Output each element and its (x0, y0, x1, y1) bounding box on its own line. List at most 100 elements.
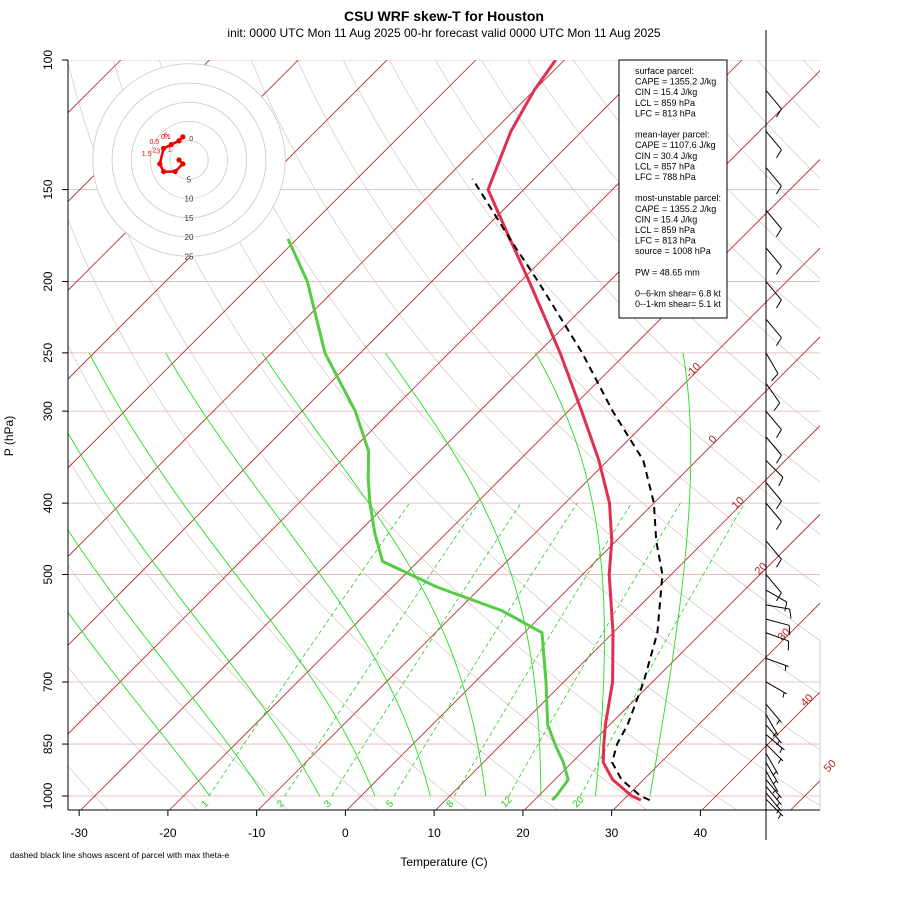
barb-staff (766, 248, 781, 266)
info-line: CIN = 15.4 J/kg (635, 214, 697, 224)
x-tick-label: 30 (605, 826, 619, 840)
info-line: CAPE = 1355.2 J/kg (635, 77, 716, 87)
info-line: 0--1-km shear= 5.1 kt (635, 299, 721, 309)
barb-full-flag (776, 522, 781, 530)
wind-barb (766, 482, 781, 508)
barb-staff (766, 799, 783, 816)
barb-full-flag (790, 609, 791, 618)
barb-staff (766, 682, 787, 694)
y-tick-label: 150 (41, 179, 55, 199)
barb-full-flag (776, 109, 781, 117)
mixing-ratio-label: 5 (384, 798, 396, 810)
wind-barb (766, 248, 781, 274)
hodograph-point (176, 157, 181, 162)
info-line: PW = 48.65 mm (635, 267, 700, 277)
barb-staff (766, 762, 778, 783)
barb-full-flag (776, 430, 781, 438)
barb-staff (766, 460, 783, 477)
hodograph-ring-label: 25 (185, 252, 194, 261)
isotherm-line (878, 60, 900, 812)
barb-full-flag (774, 403, 780, 411)
wind-barb-column (766, 30, 791, 840)
hodograph-label: 1 (168, 147, 172, 154)
barb-full-flag (776, 559, 781, 567)
barb-full-flag (776, 501, 781, 509)
wind-barb (766, 605, 791, 619)
barb-staff (766, 383, 780, 403)
info-line: LCL = 859 hPa (635, 225, 695, 235)
wind-barb (766, 704, 781, 724)
barb-half-flag (780, 748, 782, 753)
isotherm-label: 50 (822, 758, 839, 775)
chart-subtitle: init: 0000 UTC Mon 11 Aug 2025 00-hr for… (227, 26, 660, 40)
hodograph-label: 0.5 (149, 139, 159, 146)
barb-staff (766, 411, 781, 429)
barb-full-flag (779, 477, 783, 485)
wind-barb (766, 541, 781, 567)
wind-barb (766, 574, 781, 600)
mixing-ratio-label: 3 (322, 798, 334, 810)
footnote: dashed black line shows ascent of parcel… (10, 850, 230, 860)
wind-barb (766, 503, 781, 529)
barb-full-flag (789, 625, 790, 634)
barb-staff (766, 282, 781, 300)
y-tick-label: 300 (41, 401, 55, 421)
barb-staff (766, 210, 781, 228)
x-tick-label: -30 (70, 826, 88, 840)
info-line: source = 1008 hPa (635, 246, 711, 256)
x-tick-label: 40 (694, 826, 708, 840)
barb-staff (766, 503, 781, 521)
barb-full-flag (776, 455, 781, 463)
x-tick-label: -20 (159, 826, 177, 840)
barb-staff (766, 574, 781, 592)
barb-half-flag (783, 692, 784, 697)
info-line: CAPE = 1107.6 J/kg (635, 140, 716, 150)
wind-barb (766, 168, 781, 194)
hodograph-ring-label: 10 (185, 195, 194, 204)
wind-barb (766, 460, 783, 485)
hodograph-point (157, 161, 162, 166)
y-tick-label: 100 (41, 50, 55, 70)
wind-barb (766, 131, 781, 157)
barb-staff (766, 619, 789, 625)
info-line: LFC = 813 hPa (635, 236, 696, 246)
wind-barb (766, 780, 781, 800)
hodograph-ring-label: 20 (185, 233, 194, 242)
barb-staff (766, 541, 781, 559)
wind-barb (766, 682, 787, 698)
y-tick-label: 250 (41, 343, 55, 363)
hodograph-label: 2 (152, 147, 156, 154)
profile-layer (288, 60, 662, 800)
x-tick-label: -10 (248, 826, 266, 840)
barb-half-flag (773, 781, 777, 785)
hodograph-point (180, 161, 185, 166)
barb-full-flag (776, 229, 781, 237)
hodograph-label: 3 (156, 148, 160, 155)
info-line: most-unstable parcel: (635, 193, 721, 203)
isotherm-label: 30 (776, 626, 793, 643)
mixing-ratio-label: 1 (199, 798, 211, 810)
barb-half-flag (777, 802, 780, 806)
info-line: LCL = 859 hPa (635, 98, 695, 108)
x-axis-label: Temperature (C) (400, 855, 487, 869)
y-tick-label: 1000 (41, 782, 55, 809)
barb-half-flag (773, 772, 777, 776)
mixing-ratio-line (332, 503, 521, 796)
x-tick-label: 10 (427, 826, 441, 840)
wind-barb (766, 353, 778, 381)
hodograph-ring-label: 5 (187, 175, 192, 184)
dry-adiabat (757, 60, 900, 812)
isotherm-label: 20 (753, 560, 770, 577)
x-tick-label: 0 (342, 826, 349, 840)
barb-staff (766, 437, 781, 455)
hodograph-background (93, 64, 285, 256)
barb-staff (766, 90, 781, 108)
y-tick-label: 850 (41, 734, 55, 754)
hodograph-point (173, 169, 178, 174)
wind-barb (766, 90, 781, 116)
